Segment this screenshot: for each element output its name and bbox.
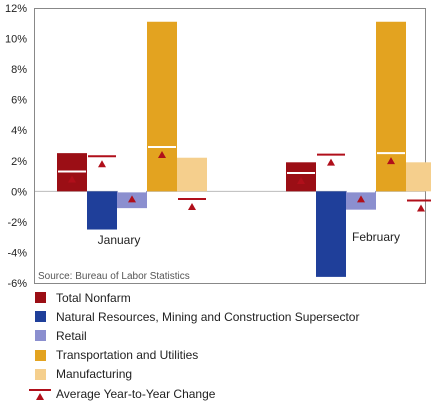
- average-marker: [58, 170, 86, 183]
- bar: [177, 157, 207, 192]
- legend-label: Manufacturing: [56, 367, 133, 382]
- legend-label: Average Year-to-Year Change: [56, 386, 216, 401]
- average-markers: [58, 146, 431, 212]
- category-label-january: January: [98, 233, 141, 247]
- bar: [316, 191, 346, 277]
- legend-swatch: [35, 368, 46, 380]
- legend-swatch: [35, 292, 46, 304]
- average-marker: [317, 153, 345, 166]
- legend-label: Total Nonfarm: [56, 290, 131, 305]
- y-tick-label: 6%: [11, 95, 27, 107]
- bar: [286, 162, 316, 192]
- plot-frame: [34, 8, 426, 284]
- legend: Total Nonfarm Natural Resources, Mining …: [29, 288, 425, 403]
- y-tick-label: -2%: [7, 217, 27, 229]
- average-marker: [148, 146, 176, 159]
- average-marker: [287, 172, 315, 184]
- bar: [87, 191, 117, 230]
- y-axis: 12% 10% 8% 6% 4% 2% 0% -2% -4% -6%: [5, 3, 27, 290]
- legend-label: Transportation and Utilities: [56, 348, 199, 363]
- legend-swatch: [35, 311, 46, 323]
- legend-label: Retail: [56, 328, 87, 343]
- average-marker: [118, 190, 146, 203]
- y-tick-label: 4%: [11, 125, 27, 137]
- category-label-february: February: [352, 230, 400, 244]
- legend-item-natural-resources: Natural Resources, Mining and Constructi…: [35, 307, 425, 326]
- source-note: Source: Bureau of Labor Statistics: [38, 271, 190, 282]
- bar: [147, 21, 177, 192]
- average-marker: [407, 199, 431, 212]
- y-tick-label: -4%: [7, 247, 27, 259]
- legend-swatch: [35, 349, 46, 361]
- bar: [406, 162, 431, 192]
- chart: 12% 10% 8% 6% 4% 2% 0% -2% -4% -6% January Februa…: [5, 3, 431, 290]
- average-marker-icon: [29, 388, 51, 400]
- average-marker: [88, 155, 116, 168]
- legend-item-transportation: Transportation and Utilities: [35, 346, 425, 365]
- legend-label: Natural Resources, Mining and Constructi…: [56, 309, 360, 324]
- y-tick-label: 8%: [11, 64, 27, 76]
- legend-swatch: [35, 330, 46, 342]
- average-marker: [377, 152, 405, 165]
- average-marker: [347, 190, 375, 203]
- y-tick-label: 12%: [5, 3, 27, 15]
- y-tick-label: 10%: [5, 34, 27, 46]
- average-marker: [178, 197, 206, 210]
- y-tick-label: 0%: [11, 186, 27, 198]
- legend-item-retail: Retail: [35, 326, 425, 345]
- legend-item-manufacturing: Manufacturing: [35, 365, 425, 384]
- bar: [376, 21, 406, 192]
- y-tick-label: -6%: [7, 278, 27, 290]
- legend-item-average: Average Year-to-Year Change: [29, 384, 425, 403]
- legend-item-total-nonfarm: Total Nonfarm: [35, 288, 425, 307]
- bars: [57, 21, 431, 277]
- y-tick-label: 2%: [11, 156, 27, 168]
